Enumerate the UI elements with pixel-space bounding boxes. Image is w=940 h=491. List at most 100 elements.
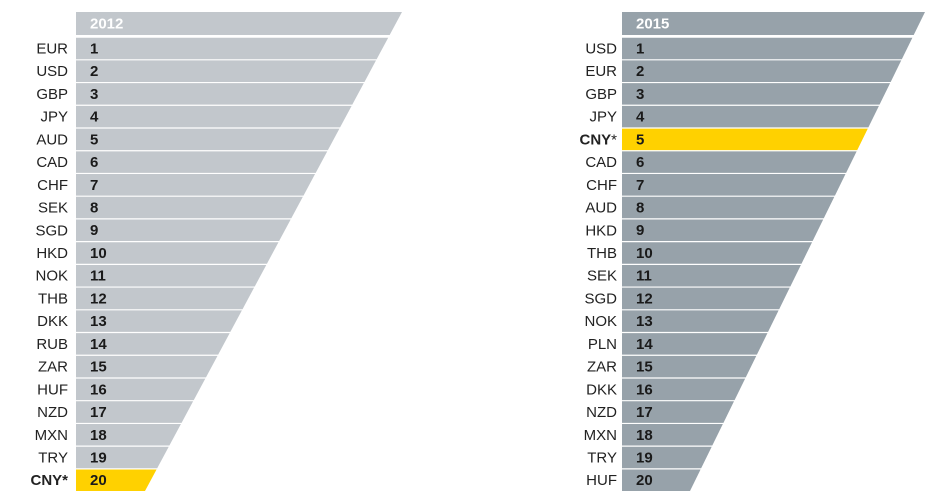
rank: 10 bbox=[636, 245, 653, 262]
rank: 12 bbox=[90, 290, 107, 307]
currency-code-text: NOK bbox=[584, 313, 617, 330]
rank: 9 bbox=[636, 222, 644, 239]
currency-code-text: GBP bbox=[585, 86, 617, 103]
currency-code: CNY* bbox=[579, 131, 617, 148]
rank: 8 bbox=[90, 200, 98, 217]
currency-code-text: TRY bbox=[38, 449, 68, 466]
rank-band bbox=[76, 355, 218, 378]
currency-code: HUF bbox=[586, 472, 617, 489]
currency-code: AUD bbox=[36, 131, 68, 148]
rank-band bbox=[622, 37, 913, 60]
rank: 7 bbox=[636, 177, 644, 194]
rank: 4 bbox=[636, 109, 645, 126]
currency-code: TRY bbox=[38, 449, 68, 466]
rank: 7 bbox=[90, 177, 98, 194]
rank: 10 bbox=[90, 245, 107, 262]
currency-code: JPY bbox=[40, 109, 68, 126]
currency-code-text: USD bbox=[585, 40, 617, 57]
currency-code: CAD bbox=[585, 154, 617, 171]
currency-code-text: GBP bbox=[36, 86, 68, 103]
rank-band bbox=[76, 196, 303, 219]
rank: 2 bbox=[90, 63, 98, 80]
rank-band bbox=[76, 424, 181, 446]
currency-code-text: DKK bbox=[586, 381, 617, 398]
currency-code: NOK bbox=[35, 268, 68, 285]
rank-band bbox=[76, 287, 255, 310]
currency-code-text: THB bbox=[587, 245, 617, 262]
currency-code-text: HUF bbox=[586, 472, 617, 489]
currency-code: MXN bbox=[584, 427, 617, 444]
rank-band bbox=[76, 401, 194, 423]
currency-code-text: USD bbox=[36, 63, 68, 80]
currency-code-text: SGD bbox=[35, 222, 68, 239]
rank-band bbox=[622, 424, 723, 446]
currency-code-text: MXN bbox=[35, 427, 68, 444]
rank: 16 bbox=[90, 381, 107, 398]
currency-code: DKK bbox=[586, 381, 617, 398]
header-band bbox=[622, 12, 925, 35]
footnote-marker: * bbox=[611, 131, 617, 148]
rank: 6 bbox=[90, 154, 98, 171]
rank-band bbox=[76, 242, 279, 264]
rank: 16 bbox=[636, 381, 653, 398]
rank: 12 bbox=[636, 290, 653, 307]
rank-band bbox=[622, 174, 846, 196]
currency-code: ZAR bbox=[38, 359, 68, 376]
currency-code-text: ZAR bbox=[38, 359, 68, 376]
currency-code: THB bbox=[38, 290, 68, 307]
currency-code: THB bbox=[587, 245, 617, 262]
rank: 8 bbox=[636, 200, 644, 217]
currency-code: HKD bbox=[36, 245, 68, 262]
rank-band bbox=[622, 60, 902, 82]
rank: 1 bbox=[90, 40, 98, 57]
rank: 1 bbox=[636, 40, 644, 57]
rank-band bbox=[76, 151, 328, 173]
currency-code-text: CNY* bbox=[30, 472, 68, 489]
currency-code-text: EUR bbox=[585, 63, 617, 80]
currency-code: HKD bbox=[585, 222, 617, 239]
currency-code-text: EUR bbox=[36, 40, 68, 57]
currency-code: ZAR bbox=[587, 359, 617, 376]
currency-code: AUD bbox=[585, 200, 617, 217]
rank-band bbox=[622, 105, 879, 128]
currency-code-text: NOK bbox=[35, 268, 68, 285]
currency-code: RUB bbox=[36, 336, 68, 353]
currency-code: SEK bbox=[38, 200, 68, 217]
currency-code: CNY* bbox=[30, 472, 68, 489]
currency-code: DKK bbox=[37, 313, 68, 330]
rank-band bbox=[76, 60, 377, 82]
currency-code: MXN bbox=[35, 427, 68, 444]
currency-code: GBP bbox=[585, 86, 617, 103]
rank-band bbox=[76, 83, 364, 105]
currency-code-text: SEK bbox=[587, 268, 617, 285]
currency-code: SGD bbox=[35, 222, 68, 239]
currency-code-text: NZD bbox=[586, 404, 617, 421]
rank: 14 bbox=[636, 336, 653, 353]
rank: 5 bbox=[90, 131, 98, 148]
currency-code: NZD bbox=[586, 404, 617, 421]
currency-code: PLN bbox=[588, 336, 617, 353]
rank-band bbox=[76, 37, 389, 60]
rank-band bbox=[622, 355, 757, 378]
rank-band bbox=[622, 287, 790, 310]
rank-band bbox=[622, 242, 813, 264]
rank-band bbox=[76, 446, 169, 469]
currency-code-text: HKD bbox=[36, 245, 68, 262]
rank: 5 bbox=[636, 131, 644, 148]
currency-code-text: CHF bbox=[37, 177, 68, 194]
currency-code-text: SGD bbox=[584, 290, 617, 307]
header-band bbox=[76, 12, 402, 35]
rank: 17 bbox=[90, 404, 107, 421]
year-header: 2012 bbox=[90, 15, 123, 32]
rank-band bbox=[76, 310, 242, 332]
currency-code-text: JPY bbox=[40, 109, 68, 126]
rank-band bbox=[622, 128, 868, 151]
currency-code: SGD bbox=[584, 290, 617, 307]
rank-band bbox=[622, 378, 746, 401]
rank: 20 bbox=[90, 472, 107, 489]
currency-code-text: CAD bbox=[585, 154, 617, 171]
currency-code: SEK bbox=[587, 268, 617, 285]
currency-code-text: CAD bbox=[36, 154, 68, 171]
currency-code-text: NZD bbox=[37, 404, 68, 421]
